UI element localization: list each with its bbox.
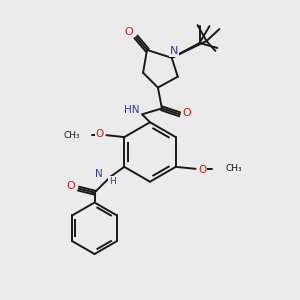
Text: N: N — [94, 169, 102, 179]
Text: HN: HN — [124, 105, 140, 116]
Text: O: O — [182, 108, 191, 118]
Text: CH₃: CH₃ — [63, 130, 80, 140]
Text: H: H — [109, 177, 116, 186]
Text: N: N — [169, 46, 178, 56]
Text: CH₃: CH₃ — [225, 164, 242, 173]
Text: O: O — [66, 181, 75, 191]
Text: O: O — [95, 129, 104, 139]
Text: O: O — [125, 27, 134, 37]
Text: O: O — [198, 165, 207, 175]
